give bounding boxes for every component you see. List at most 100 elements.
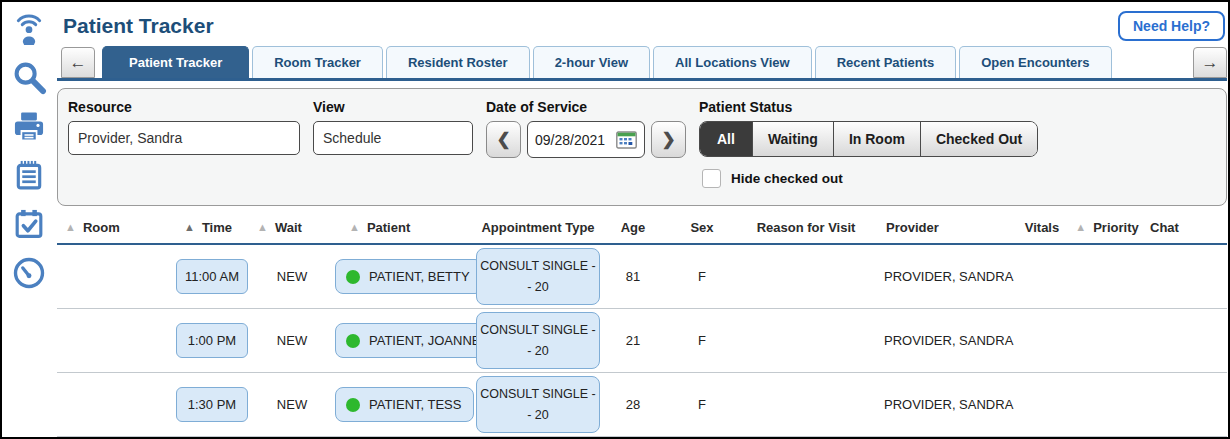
sort-icon: ▲ <box>65 221 76 233</box>
tab-room-tracker[interactable]: Room Tracker <box>252 46 383 78</box>
tab-open-encounters[interactable]: Open Encounters <box>959 46 1111 78</box>
status-waiting-button[interactable]: Waiting <box>752 122 833 156</box>
column-header-patient[interactable]: ▲Patient <box>332 211 472 243</box>
previous-day-button[interactable]: ❮ <box>486 121 521 158</box>
patient-button[interactable]: PATIENT, BETTY <box>335 259 483 294</box>
table-row: 11:00 AM NEW PATIENT, BETTY CONSULT SING… <box>57 245 1227 309</box>
column-header-wait[interactable]: ▲Wait <box>252 211 332 243</box>
sex-cell: F <box>662 373 742 436</box>
status-in-room-button[interactable]: In Room <box>833 122 920 156</box>
hide-checked-out-row: Hide checked out <box>699 169 1038 188</box>
appointment-type-button[interactable]: CONSULT SINGLE - - 20 <box>476 248 600 305</box>
wait-cell: NEW <box>252 309 332 372</box>
tab-recent-patients[interactable]: Recent Patients <box>815 46 957 78</box>
notes-icon[interactable] <box>9 155 49 195</box>
patient-status-dot-icon <box>346 398 360 412</box>
patient-button[interactable]: PATIENT, JOANNE <box>335 323 493 358</box>
view-label: View <box>313 99 473 115</box>
column-header-sex: Sex <box>662 211 742 243</box>
resource-label: Resource <box>68 99 300 115</box>
patient-tracker-window: Patient Tracker Need Help? ← Patient Tra… <box>0 0 1230 439</box>
tab-2-hour-view[interactable]: 2-hour View <box>533 46 650 78</box>
date-of-service-label: Date of Service <box>486 99 686 115</box>
view-filter: View <box>313 99 473 155</box>
arrow-left-icon: ← <box>70 53 87 73</box>
filter-panel: Resource View Date of Service ❮ <box>57 88 1227 206</box>
room-cell <box>57 309 172 372</box>
patient-status-filter: Patient Status All Waiting In Room Check… <box>699 99 1038 188</box>
view-input[interactable] <box>313 121 473 155</box>
priority-cell <box>1070 373 1144 436</box>
status-all-button[interactable]: All <box>700 122 752 156</box>
time-button[interactable]: 11:00 AM <box>176 259 248 294</box>
tab-resident-roster[interactable]: Resident Roster <box>386 46 530 78</box>
appointment-type-button[interactable]: CONSULT SINGLE - - 20 <box>476 376 600 433</box>
column-header-time[interactable]: ▲Time <box>172 211 252 243</box>
arrow-right-icon: → <box>1202 53 1219 73</box>
resource-input[interactable] <box>68 121 300 155</box>
calendar-picker-button[interactable] <box>616 131 637 149</box>
main-content: Patient Tracker Need Help? ← Patient Tra… <box>57 2 1230 437</box>
hide-checked-out-label: Hide checked out <box>731 171 843 186</box>
sex-cell: F <box>662 309 742 372</box>
patient-status-dot-icon <box>346 334 360 348</box>
calendar-icon <box>616 131 637 149</box>
date-field <box>527 121 645 158</box>
patient-status-segmented-control: All Waiting In Room Checked Out <box>699 121 1038 157</box>
time-button[interactable]: 1:30 PM <box>176 387 248 422</box>
tab-scroll-right-button[interactable]: → <box>1193 47 1227 78</box>
icon-rail <box>2 2 57 437</box>
column-header-room[interactable]: ▲Room <box>57 211 172 243</box>
table-row: 1:00 PM NEW PATIENT, JOANNE CONSULT SING… <box>57 309 1227 373</box>
print-icon[interactable] <box>9 106 49 146</box>
priority-cell <box>1070 309 1144 372</box>
sort-icon: ▲ <box>349 221 360 233</box>
page-title: Patient Tracker <box>63 14 214 38</box>
next-day-button[interactable]: ❯ <box>651 121 686 158</box>
column-header-vitals: Vitals <box>1014 211 1070 243</box>
wait-cell: NEW <box>252 373 332 436</box>
age-cell: 81 <box>604 245 662 308</box>
chevron-right-icon: ❯ <box>661 129 675 150</box>
chat-cell <box>1144 309 1227 372</box>
column-header-age: Age <box>604 211 662 243</box>
time-button[interactable]: 1:00 PM <box>176 323 248 358</box>
sort-icon: ▲ <box>1075 221 1086 233</box>
appointment-type-button[interactable]: CONSULT SINGLE - - 20 <box>476 312 600 369</box>
patient-tracking-icon[interactable] <box>9 8 49 48</box>
sex-cell: F <box>662 245 742 308</box>
hide-checked-out-checkbox[interactable] <box>702 169 721 188</box>
chat-cell <box>1144 373 1227 436</box>
patient-status-label: Patient Status <box>699 99 1038 115</box>
column-header-chat: Chat <box>1144 211 1227 243</box>
chevron-left-icon: ❮ <box>496 129 510 150</box>
status-checked-out-button[interactable]: Checked Out <box>920 122 1037 156</box>
title-bar: Patient Tracker Need Help? <box>57 2 1227 46</box>
priority-cell <box>1070 245 1144 308</box>
room-cell <box>57 373 172 436</box>
tab-patient-tracker[interactable]: Patient Tracker <box>102 46 249 78</box>
date-input[interactable] <box>535 132 611 148</box>
vitals-cell <box>1014 373 1070 436</box>
patient-status-dot-icon <box>346 270 360 284</box>
provider-cell: PROVIDER, SANDRA <box>870 309 1014 372</box>
reason-for-visit-cell <box>742 309 870 372</box>
column-header-priority[interactable]: ▲Priority <box>1070 211 1144 243</box>
search-icon[interactable] <box>9 57 49 97</box>
table-row: 1:30 PM NEW PATIENT, TESS CONSULT SINGLE… <box>57 373 1227 437</box>
vitals-cell <box>1014 309 1070 372</box>
tabs: Patient Tracker Room Tracker Resident Ro… <box>102 46 1112 78</box>
vitals-cell <box>1014 245 1070 308</box>
dashboard-icon[interactable] <box>9 253 49 293</box>
provider-cell: PROVIDER, SANDRA <box>870 245 1014 308</box>
tab-scroll-left-button[interactable]: ← <box>61 47 95 78</box>
wait-cell: NEW <box>252 245 332 308</box>
column-header-reason-for-visit: Reason for Visit <box>742 211 870 243</box>
schedule-icon[interactable] <box>9 204 49 244</box>
patient-button[interactable]: PATIENT, TESS <box>335 387 474 422</box>
patient-table: ▲Room ▲Time ▲Wait ▲Patient Appointment T… <box>57 206 1227 437</box>
provider-cell: PROVIDER, SANDRA <box>870 373 1014 436</box>
need-help-button[interactable]: Need Help? <box>1118 11 1225 41</box>
reason-for-visit-cell <box>742 245 870 308</box>
tab-all-locations-view[interactable]: All Locations View <box>653 46 812 78</box>
